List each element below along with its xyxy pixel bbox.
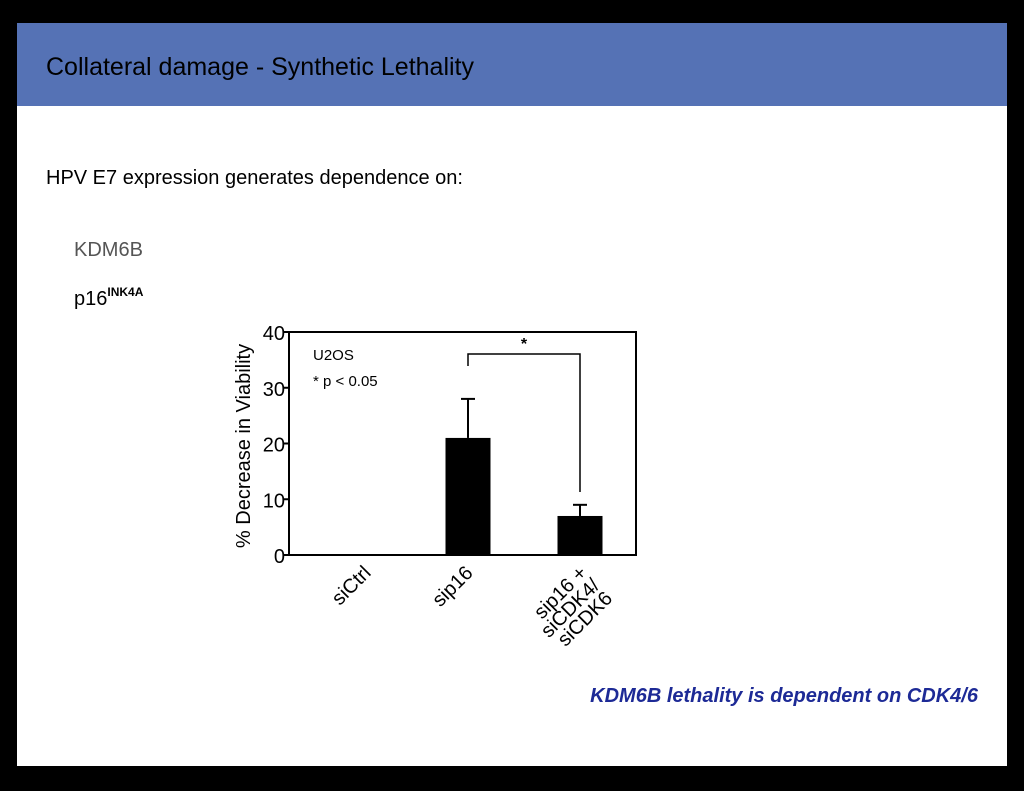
y-tick-label: 20 — [263, 435, 285, 457]
y-tick-label: 40 — [263, 323, 285, 345]
x-tick-label: siCtrl — [328, 562, 376, 610]
bar — [445, 437, 491, 555]
title-bar: Collateral damage - Synthetic Lethality — [17, 23, 1007, 106]
item-kdm6b: KDM6B — [74, 239, 143, 261]
y-tick-label: 30 — [263, 379, 285, 401]
x-tick-label-line: sip16 — [428, 562, 477, 611]
significance-star: * — [521, 336, 528, 353]
slide-title: Collateral damage - Synthetic Lethality — [46, 53, 475, 81]
y-axis-label: % Decrease in Viability — [233, 344, 255, 548]
conclusion-text: KDM6B lethality is dependent on CDK4/6 — [590, 685, 978, 707]
x-tick-label: sip16 +siCDK4/siCDK6 — [524, 562, 617, 655]
cell-line-label: U2OS — [313, 347, 354, 364]
x-tick-label-line: siCtrl — [328, 562, 376, 610]
item-p16-superscript: INK4A — [107, 285, 144, 299]
slide-subtitle: HPV E7 expression generates dependence o… — [46, 167, 463, 189]
y-tick-label: 10 — [263, 490, 285, 512]
significance-bracket — [467, 353, 581, 492]
x-tick-label: sip16 — [428, 562, 477, 611]
item-p16-main: p16 — [74, 288, 108, 310]
significance-legend: * p < 0.05 — [313, 373, 378, 390]
bar — [557, 515, 603, 555]
y-tick-label: 0 — [274, 546, 285, 568]
slide: Collateral damage - Synthetic Lethality … — [17, 23, 1007, 766]
item-p16: p16INK4A — [74, 285, 143, 311]
